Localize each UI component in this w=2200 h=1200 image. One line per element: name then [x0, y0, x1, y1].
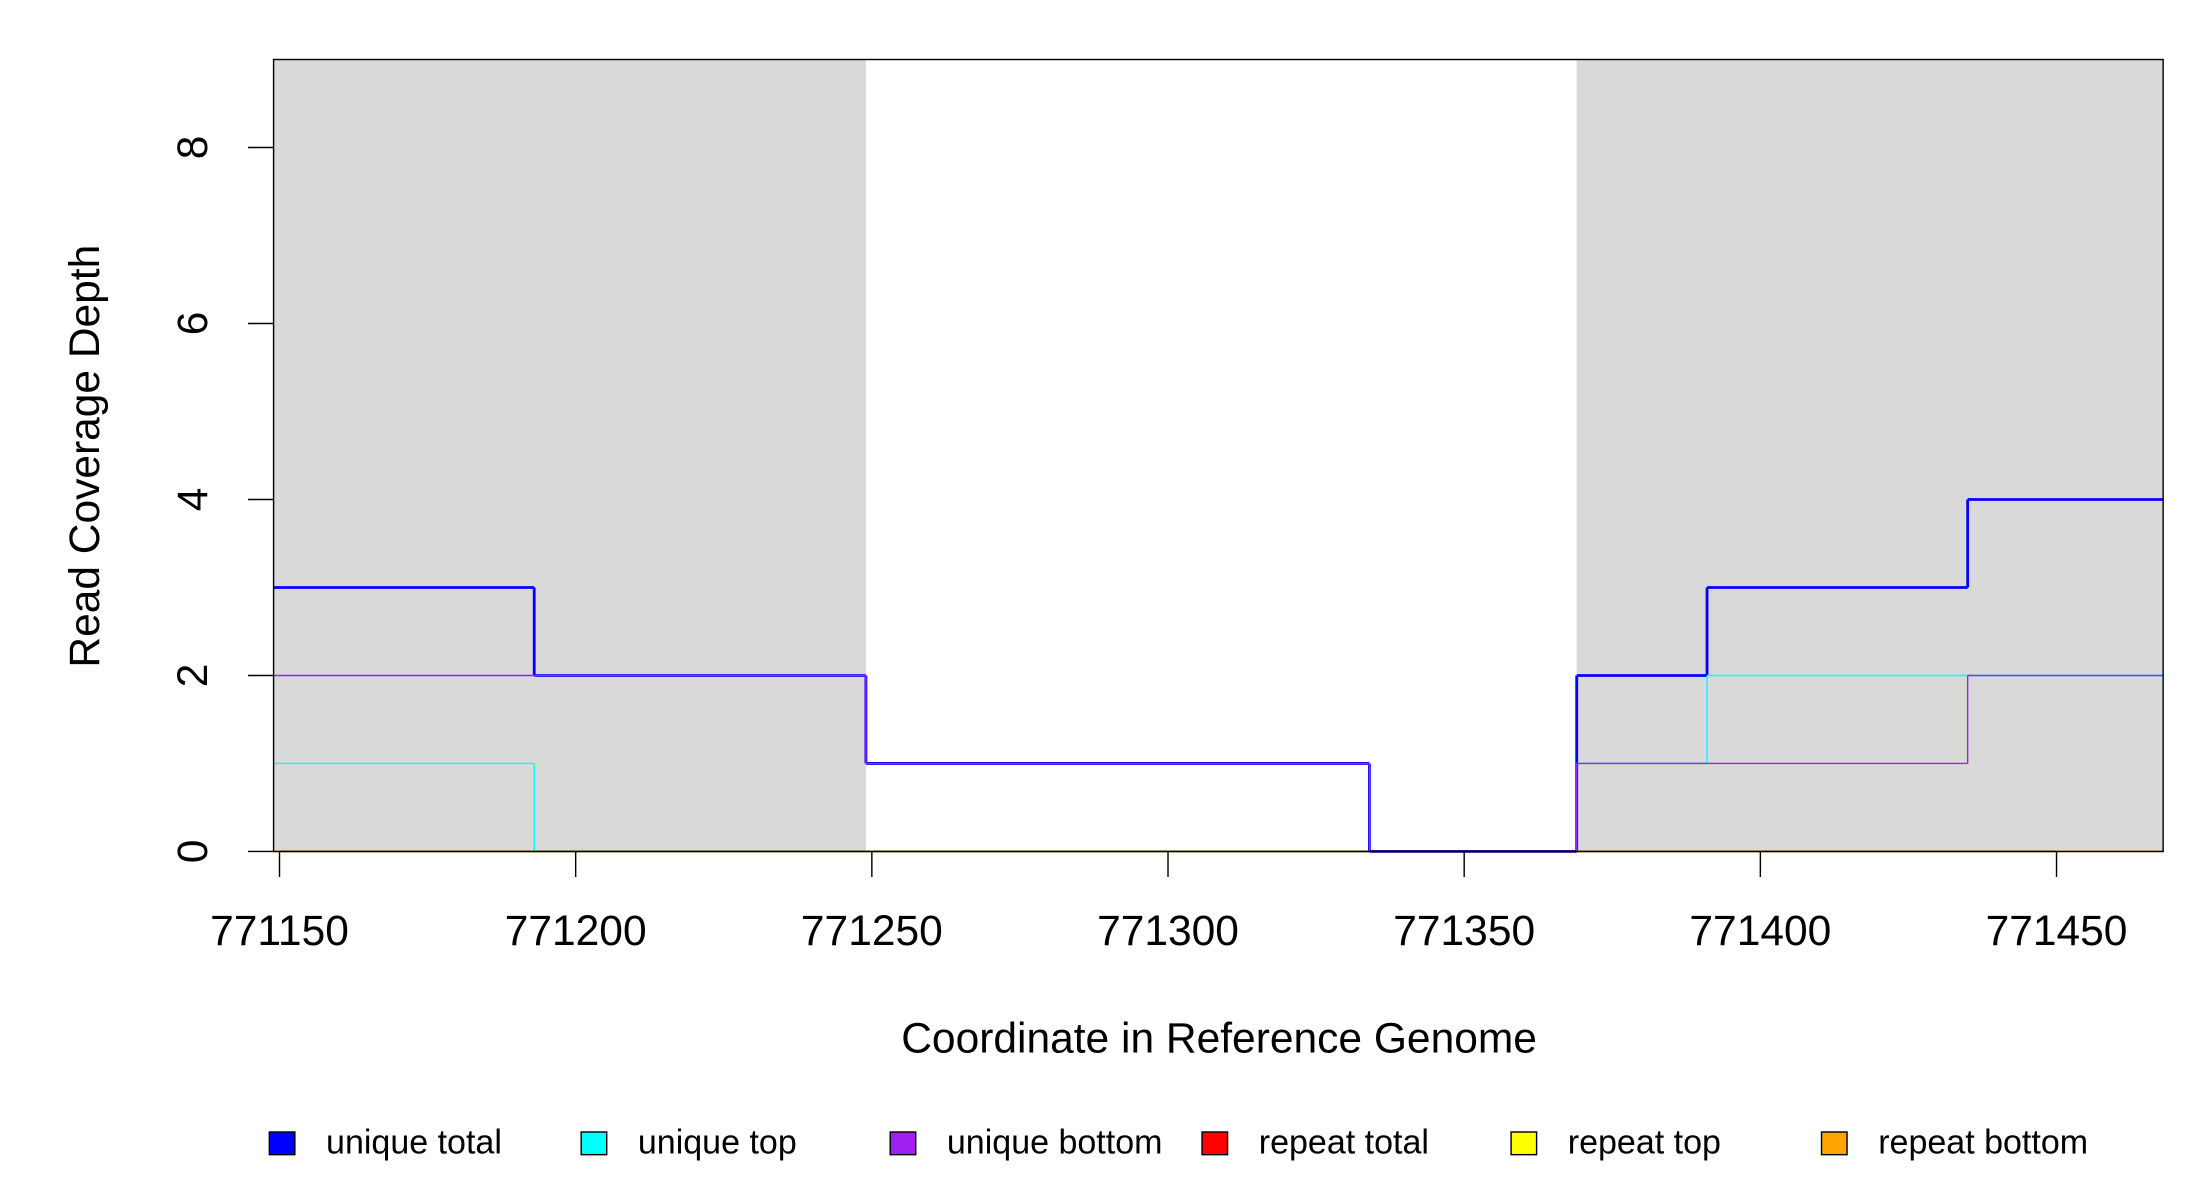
y-tick-label: 0: [170, 840, 217, 864]
legend-label: unique top: [638, 1124, 797, 1162]
legend-label: repeat top: [1568, 1124, 1721, 1162]
x-tick-label: 771200: [505, 908, 647, 955]
x-tick-label: 771250: [801, 908, 943, 955]
x-tick-label: 771300: [1097, 908, 1239, 955]
x-tick-label: 771150: [210, 908, 349, 955]
legend-label: unique total: [326, 1124, 502, 1162]
legend-swatch: [1510, 1131, 1538, 1156]
x-tick-label: 771400: [1689, 908, 1831, 955]
y-tick-label: 2: [170, 664, 217, 688]
legend-label: repeat bottom: [1878, 1124, 2088, 1162]
shaded-region: [273, 59, 866, 852]
legend-swatch: [268, 1131, 296, 1156]
legend-item: repeat total: [1201, 1124, 1429, 1162]
y-axis-title: Read Coverage Depth: [62, 245, 109, 668]
x-tick-label: 771350: [1393, 908, 1535, 955]
legend-swatch: [1820, 1131, 1848, 1156]
legend-item: unique total: [268, 1124, 502, 1162]
legend-item: unique bottom: [889, 1124, 1163, 1162]
legend-item: repeat top: [1510, 1124, 1721, 1162]
legend-swatch: [889, 1131, 917, 1156]
legend-label: repeat total: [1259, 1124, 1429, 1162]
legend-label: unique bottom: [947, 1124, 1163, 1162]
legend-swatch: [1201, 1131, 1229, 1156]
y-tick-label: 8: [170, 136, 217, 160]
y-tick-label: 6: [170, 312, 217, 336]
shaded-region: [1576, 59, 2164, 852]
legend-item: unique top: [580, 1124, 797, 1162]
legend-item: repeat bottom: [1820, 1124, 2088, 1162]
y-tick-label: 4: [170, 488, 217, 512]
x-tick-label: 771450: [1986, 908, 2128, 955]
x-axis-title: Coordinate in Reference Genome: [901, 1016, 1537, 1063]
legend-swatch: [580, 1131, 608, 1156]
